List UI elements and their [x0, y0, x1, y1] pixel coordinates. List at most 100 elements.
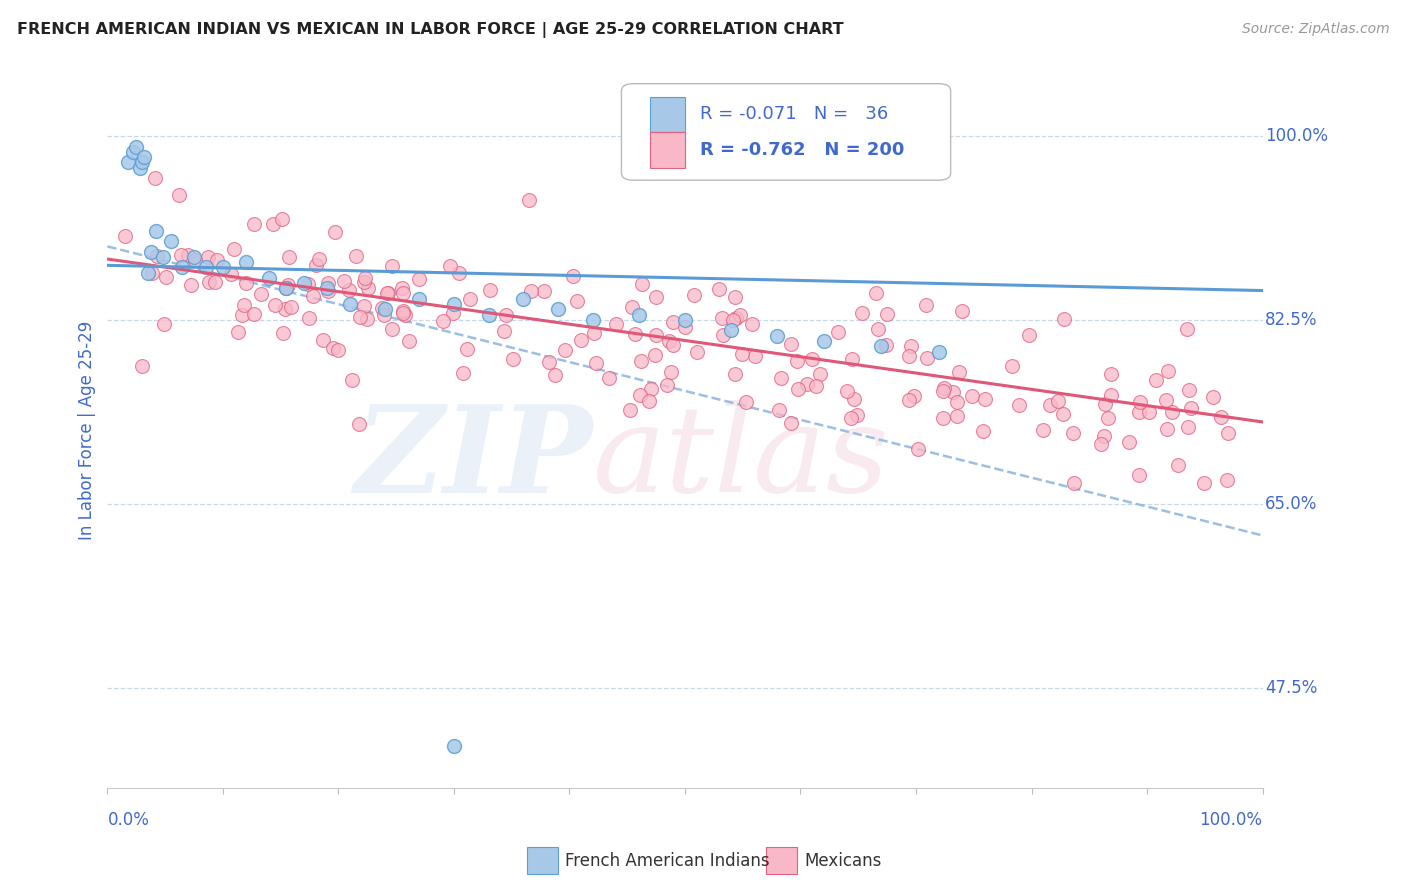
- Point: [145, 224, 167, 238]
- Point: [620, 301, 643, 315]
- Point: [432, 314, 454, 328]
- Point: [1063, 475, 1085, 490]
- Point: [212, 260, 235, 275]
- Point: [619, 402, 641, 417]
- Point: [494, 324, 516, 338]
- Point: [673, 313, 696, 327]
- Point: [373, 309, 395, 323]
- Point: [724, 368, 747, 382]
- Text: FRENCH AMERICAN INDIAN VS MEXICAN IN LABOR FORCE | AGE 25-29 CORRELATION CHART: FRENCH AMERICAN INDIAN VS MEXICAN IN LAB…: [17, 22, 844, 38]
- Point: [724, 310, 747, 325]
- Point: [172, 260, 194, 275]
- Point: [662, 315, 685, 329]
- Point: [724, 290, 747, 304]
- Point: [274, 301, 297, 316]
- Point: [197, 275, 219, 289]
- Point: [270, 212, 292, 227]
- Point: [170, 248, 193, 262]
- Point: [1128, 467, 1150, 482]
- Point: [865, 285, 887, 300]
- Point: [316, 285, 339, 299]
- Point: [581, 313, 603, 327]
- Point: [392, 285, 415, 300]
- Point: [787, 382, 810, 396]
- Point: [276, 281, 298, 295]
- Point: [278, 250, 301, 264]
- Point: [125, 139, 148, 153]
- Point: [806, 378, 828, 392]
- Text: French American Indians: French American Indians: [565, 852, 770, 870]
- Point: [707, 282, 730, 296]
- Point: [136, 266, 159, 280]
- Point: [1047, 393, 1070, 408]
- Point: [866, 322, 889, 336]
- Point: [1157, 364, 1180, 378]
- Point: [349, 310, 371, 324]
- Point: [1092, 428, 1115, 442]
- Point: [167, 187, 190, 202]
- Point: [1129, 395, 1152, 409]
- Text: Source: ZipAtlas.com: Source: ZipAtlas.com: [1241, 22, 1389, 37]
- Point: [443, 297, 465, 311]
- Point: [766, 328, 789, 343]
- Point: [280, 300, 302, 314]
- Point: [301, 289, 323, 303]
- Point: [768, 403, 790, 417]
- Point: [183, 250, 205, 264]
- Point: [554, 343, 576, 358]
- Point: [458, 292, 481, 306]
- Point: [308, 252, 330, 266]
- Point: [628, 388, 651, 402]
- Point: [1099, 388, 1122, 402]
- Point: [353, 276, 375, 290]
- Text: 100.0%: 100.0%: [1265, 127, 1327, 145]
- Point: [1167, 458, 1189, 472]
- Text: R = -0.762   N = 200: R = -0.762 N = 200: [700, 141, 904, 159]
- Text: 100.0%: 100.0%: [1199, 811, 1263, 829]
- Point: [228, 326, 250, 340]
- Point: [339, 297, 361, 311]
- Point: [305, 258, 328, 272]
- Point: [381, 322, 404, 336]
- Point: [657, 378, 679, 392]
- Point: [495, 308, 517, 322]
- Point: [659, 365, 682, 379]
- Point: [184, 252, 207, 267]
- Point: [316, 276, 339, 290]
- Point: [242, 217, 264, 231]
- Point: [1216, 473, 1239, 487]
- Point: [711, 327, 734, 342]
- Point: [683, 287, 706, 301]
- Point: [141, 266, 163, 280]
- Point: [392, 306, 415, 320]
- Point: [449, 266, 471, 280]
- Point: [197, 250, 219, 264]
- Point: [121, 145, 143, 159]
- Point: [673, 319, 696, 334]
- Point: [728, 309, 751, 323]
- Text: ZIP: ZIP: [354, 400, 592, 518]
- FancyBboxPatch shape: [651, 96, 685, 132]
- Text: 82.5%: 82.5%: [1265, 311, 1317, 329]
- FancyBboxPatch shape: [621, 84, 950, 180]
- Point: [292, 276, 315, 290]
- Point: [264, 298, 287, 312]
- Point: [325, 226, 347, 240]
- Point: [565, 293, 588, 308]
- Point: [598, 371, 620, 385]
- Point: [117, 155, 139, 169]
- Point: [344, 249, 367, 263]
- Point: [375, 286, 398, 301]
- Point: [322, 341, 344, 355]
- Point: [134, 150, 156, 164]
- Point: [780, 337, 803, 351]
- Point: [1178, 383, 1201, 397]
- Point: [932, 411, 955, 425]
- Point: [1154, 392, 1177, 407]
- Point: [644, 290, 666, 304]
- Point: [903, 389, 925, 403]
- Point: [842, 392, 865, 406]
- Point: [356, 312, 378, 326]
- Point: [1090, 437, 1112, 451]
- Point: [1177, 420, 1199, 434]
